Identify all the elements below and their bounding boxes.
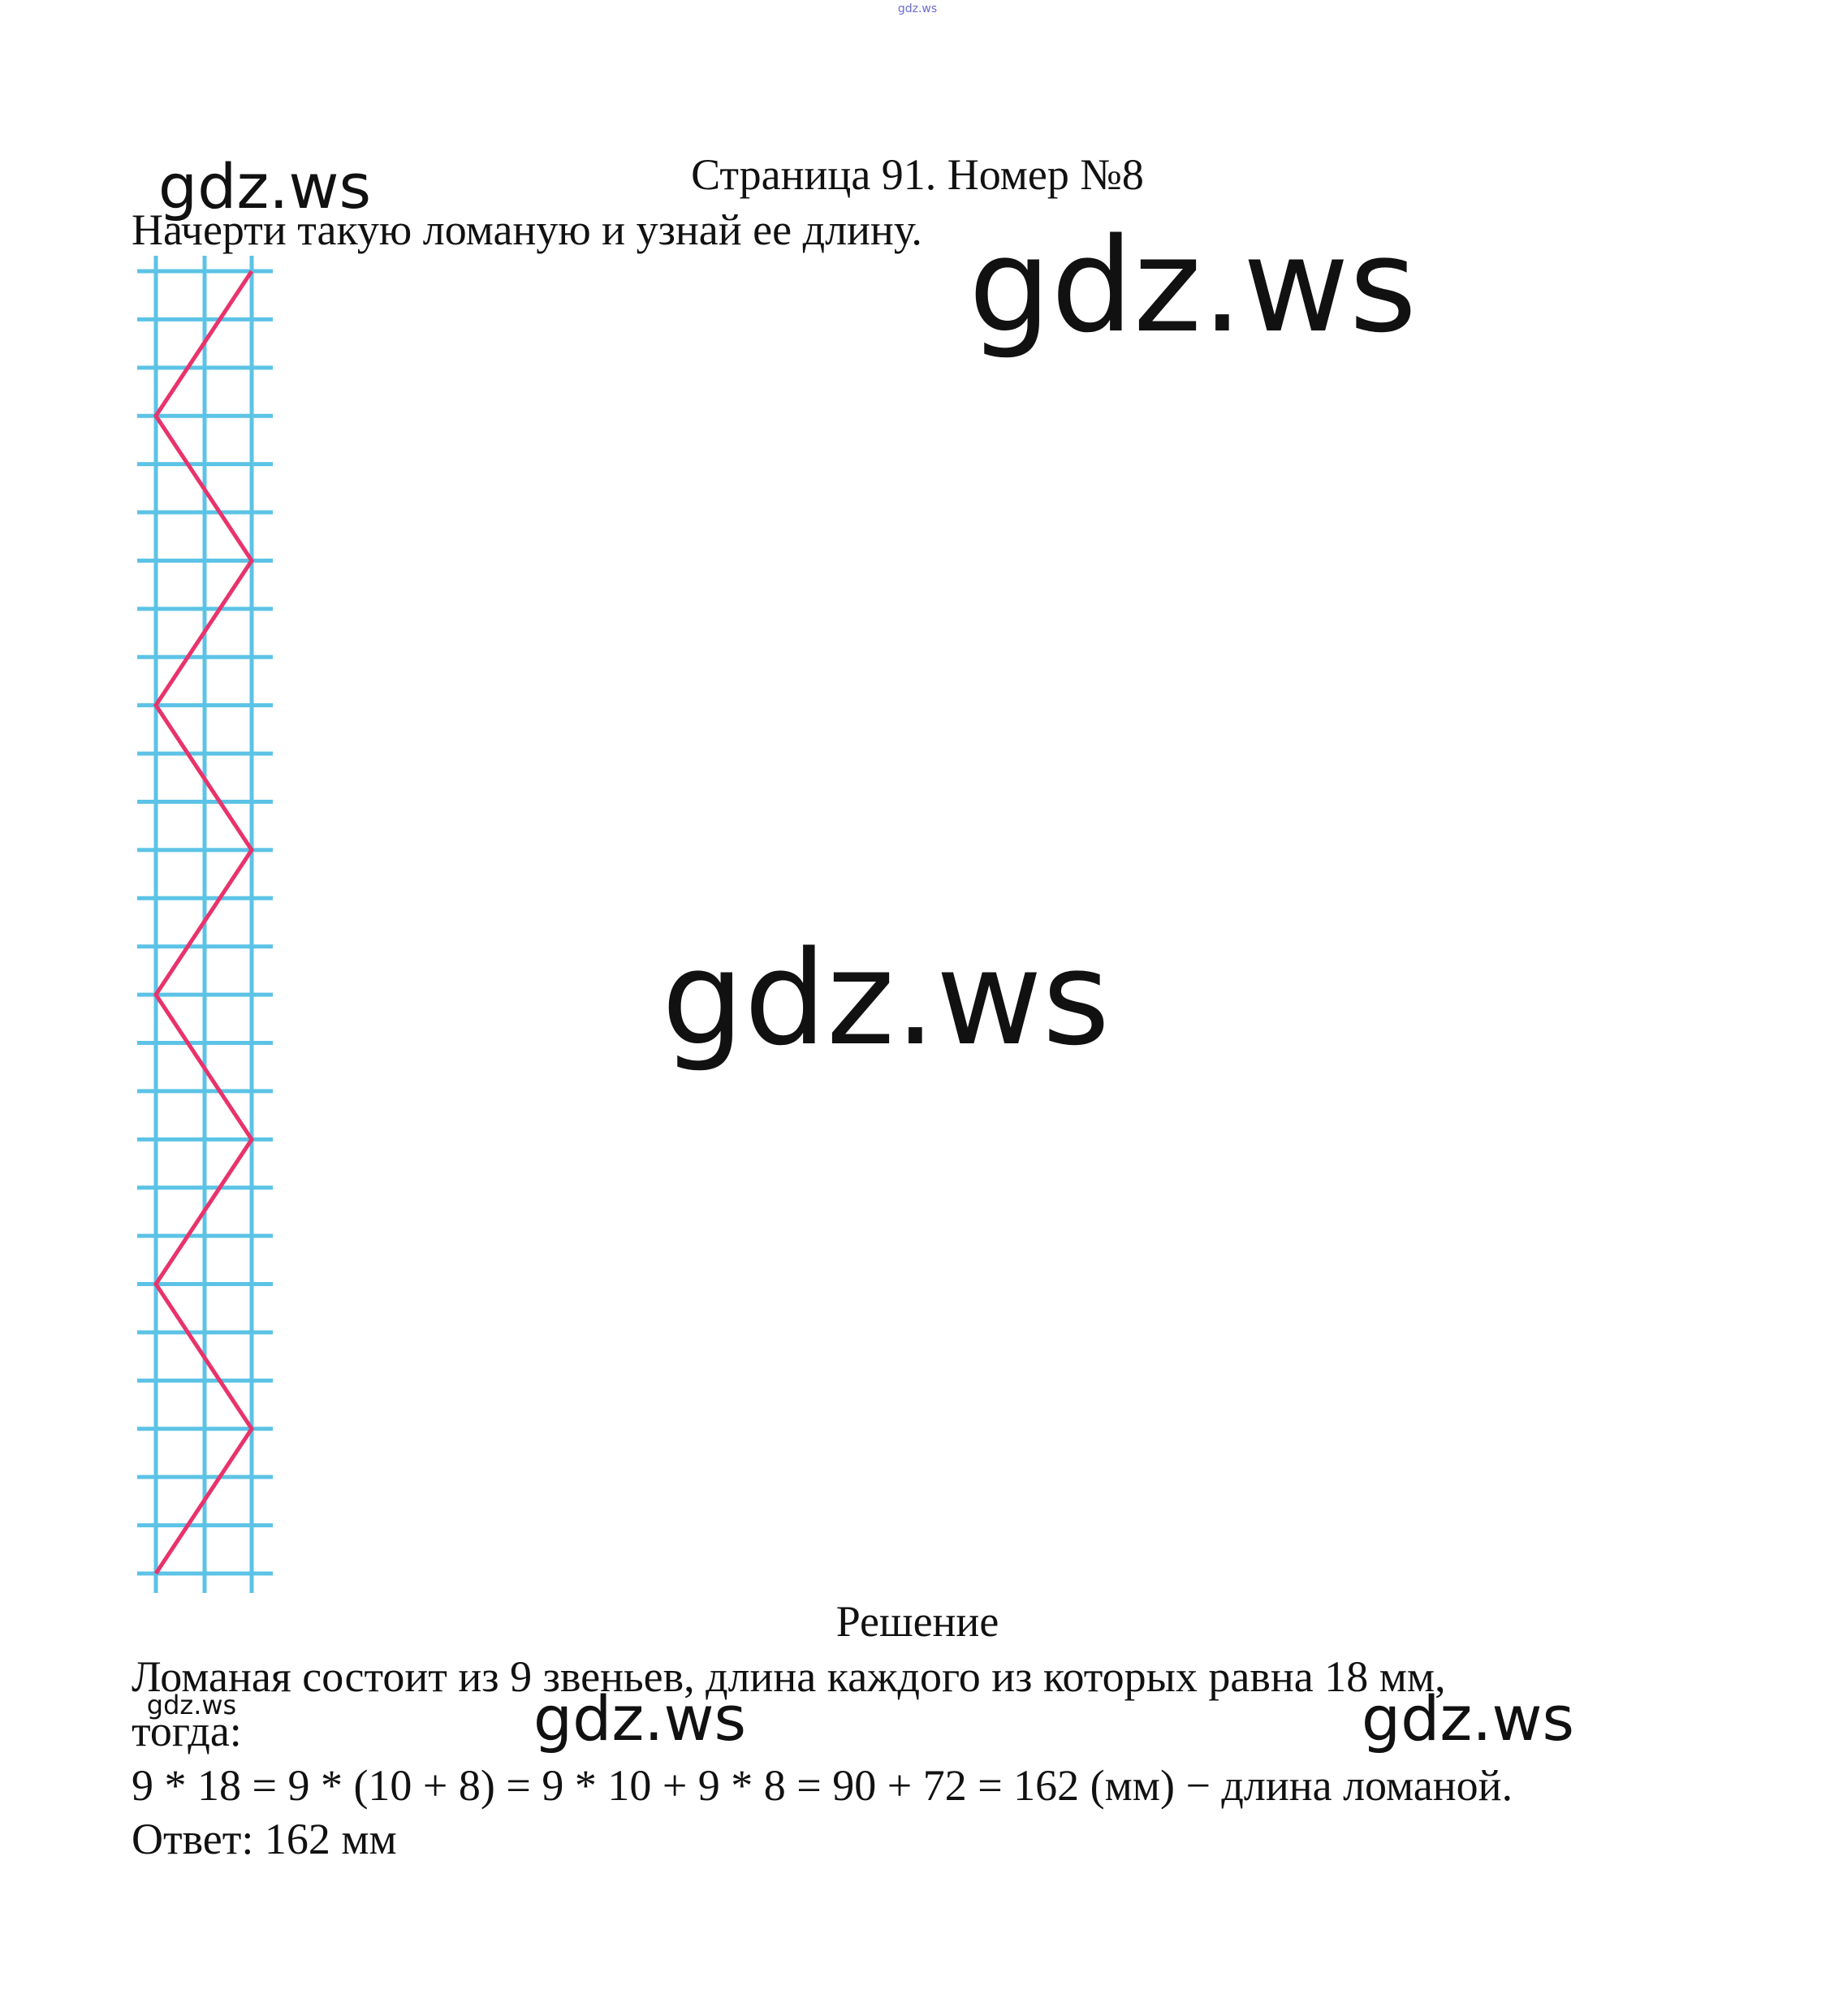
watermark: gdz.ws [1361, 1682, 1575, 1755]
watermark: gdz.ws [533, 1682, 747, 1755]
watermark: gdz.ws [661, 922, 1111, 1074]
solution-line: тогда: [132, 1707, 242, 1755]
task-text: Начерти такую ломаную и узнай ее длину. [132, 205, 922, 254]
page-title: Страница 91. Номер №8 [691, 150, 1144, 199]
watermark: gdz.ws [146, 1690, 237, 1720]
watermark: gdz.ws [968, 209, 1418, 361]
broken-line [153, 270, 254, 1575]
solution-line: 9 * 18 = 9 * (10 + 8) = 9 * 10 + 9 * 8 =… [132, 1761, 1513, 1810]
solution-heading: Решение [835, 1597, 999, 1646]
watermark: gdz.ws [897, 2, 938, 15]
solution-line: Ломаная состоит из 9 звеньев, длина кажд… [132, 1652, 1446, 1701]
watermark: gdz.ws [158, 150, 372, 222]
answer: Ответ: 162 мм [132, 1815, 397, 1863]
